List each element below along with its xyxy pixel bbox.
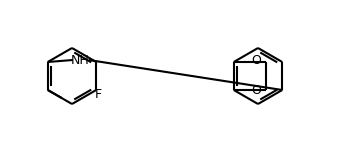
Text: O: O — [251, 55, 261, 67]
Text: O: O — [251, 85, 261, 97]
Text: F: F — [95, 88, 102, 101]
Text: NH: NH — [71, 54, 89, 67]
